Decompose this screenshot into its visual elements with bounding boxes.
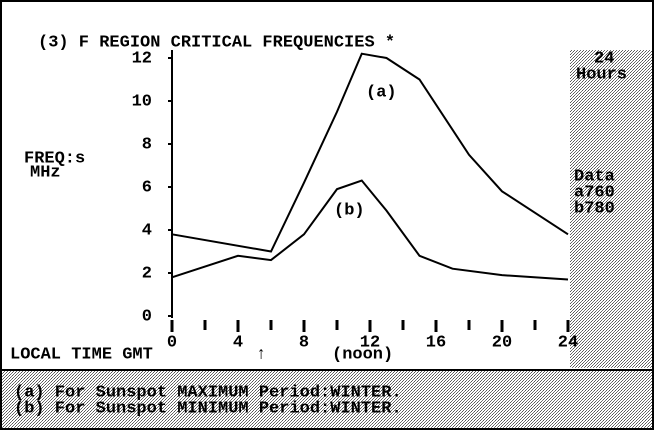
y-tick-label: 2 xyxy=(142,264,152,283)
y-tick-label: 6 xyxy=(142,178,152,197)
annotation: (a) xyxy=(366,83,397,102)
side-text: Hours xyxy=(576,65,627,84)
footer-panel xyxy=(2,370,652,428)
noon-marker: ↑ xyxy=(256,345,266,364)
y-tick-label: 12 xyxy=(132,49,152,68)
x-tick-label: 24 xyxy=(558,333,578,352)
line-series xyxy=(171,52,569,253)
x-tick-label: 16 xyxy=(426,333,446,352)
y-tick-label: 8 xyxy=(142,135,152,154)
line-series xyxy=(171,179,569,281)
footer-text: (a) For Sunspot MAXIMUM Period:WINTER. xyxy=(14,383,402,402)
noon-label: (noon) xyxy=(332,345,393,364)
x-axis-label: LOCAL TIME GMT xyxy=(10,345,153,364)
y-tick-label: 4 xyxy=(142,221,152,240)
x-tick-label: 0 xyxy=(167,333,177,352)
footer-text: (b) For Sunspot MINIMUM Period:WINTER. xyxy=(14,399,402,418)
chart-title: (3) F REGION CRITICAL FREQUENCIES * xyxy=(38,33,395,52)
side-text: 24 xyxy=(594,49,614,68)
side-text: a760 xyxy=(574,183,615,202)
annotation: (b) xyxy=(334,201,365,220)
y-axis-label: MHz xyxy=(30,163,61,182)
y-axis-label: FREQ:s xyxy=(24,149,85,168)
x-tick-label: 20 xyxy=(492,333,512,352)
side-panel xyxy=(570,50,652,368)
x-tick-label: 12 xyxy=(360,333,380,352)
x-tick-label: 8 xyxy=(299,333,309,352)
side-text: b780 xyxy=(574,199,615,218)
y-tick-label: 10 xyxy=(132,92,152,111)
x-tick-label: 4 xyxy=(233,333,243,352)
y-tick-label: 0 xyxy=(142,307,152,326)
side-text: Data xyxy=(574,167,615,186)
